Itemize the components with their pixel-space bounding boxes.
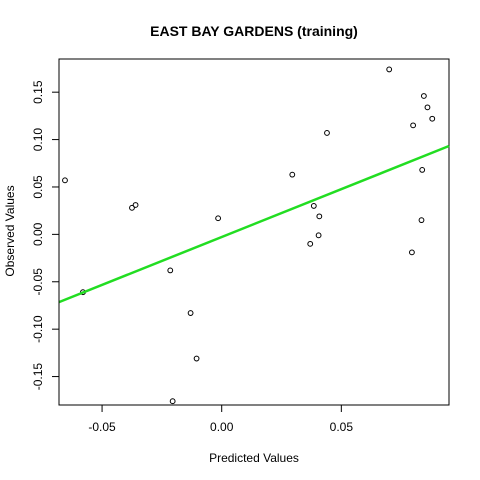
data-point-11 xyxy=(307,240,314,247)
y-tick-label-3: -0.05 xyxy=(31,268,45,296)
data-point-16 xyxy=(386,66,393,73)
y-axis-label: Observed Values xyxy=(3,185,17,276)
data-point-8 xyxy=(193,355,200,362)
plot-frame xyxy=(58,58,450,406)
data-point-13 xyxy=(315,232,322,239)
data-point-6 xyxy=(169,398,176,405)
plot-area xyxy=(58,58,450,406)
data-point-17 xyxy=(409,249,415,256)
x-axis: -0.05 0.00 0.05 xyxy=(88,404,354,434)
data-point-21 xyxy=(420,93,427,99)
data-point-22 xyxy=(424,104,431,111)
y-axis: -0.15 -0.10 -0.05 0.00 0.05 0.10 0.15 xyxy=(31,80,60,391)
data-point-3 xyxy=(129,204,135,211)
data-point-7 xyxy=(187,310,194,316)
regression-line xyxy=(58,144,450,304)
data-point-19 xyxy=(418,217,425,224)
x-axis-label: Predicted Values xyxy=(209,451,299,465)
y-tick-label-4: 0.00 xyxy=(31,222,45,246)
y-tick-label-6: 0.10 xyxy=(31,128,45,152)
y-tick-label-2: -0.10 xyxy=(31,315,45,343)
data-point-15 xyxy=(324,130,330,136)
data-point-4 xyxy=(132,202,139,208)
chart-title: EAST BAY GARDENS (training) xyxy=(150,23,358,39)
data-point-5 xyxy=(167,267,174,274)
y-tick-label-7: 0.15 xyxy=(31,80,45,104)
data-point-10 xyxy=(289,171,296,178)
data-point-12 xyxy=(310,203,317,209)
y-tick-label-1: -0.15 xyxy=(31,363,45,391)
data-point-20 xyxy=(419,167,426,173)
x-tick-label-3: 0.05 xyxy=(330,420,354,434)
data-point-1 xyxy=(62,177,68,184)
data-point-23 xyxy=(429,115,436,122)
x-tick-label-1: -0.05 xyxy=(88,420,116,434)
data-point-18 xyxy=(410,122,417,129)
data-points xyxy=(62,66,436,405)
data-point-9 xyxy=(215,215,222,222)
data-point-14 xyxy=(316,213,323,220)
x-tick-label-2: 0.00 xyxy=(210,420,234,434)
y-tick-label-5: 0.05 xyxy=(31,175,45,199)
